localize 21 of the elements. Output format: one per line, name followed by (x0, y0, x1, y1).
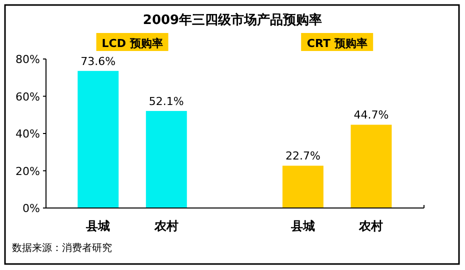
data-label: 44.7% (354, 108, 389, 122)
bar (146, 110, 187, 208)
y-tick-label: 80% (16, 53, 40, 66)
text: LCD 预购率 (102, 37, 163, 50)
x-tick-label: 县城 (290, 219, 315, 233)
y-tick-label: 20% (16, 164, 40, 178)
x-tick-label: 农村 (153, 219, 178, 233)
data-label: 52.1% (148, 94, 184, 108)
y-tick-label: 0% (22, 202, 40, 215)
bar (350, 124, 392, 208)
source-note: 数据来源：消费者研究 (12, 242, 112, 254)
data-label: 73.6% (80, 54, 116, 68)
data-label: 22.7% (285, 150, 320, 163)
x-tick-label: 农村 (358, 219, 384, 233)
y-tick-label: 40% (16, 128, 40, 140)
y-tick-label: 60% (16, 90, 40, 104)
chart-title: 2009年三四级市场产品预购率 (142, 12, 322, 28)
bar (78, 70, 119, 208)
x-tick-label: 县城 (85, 219, 110, 233)
text: CRT 预购率 (306, 37, 368, 50)
bar (282, 166, 324, 208)
